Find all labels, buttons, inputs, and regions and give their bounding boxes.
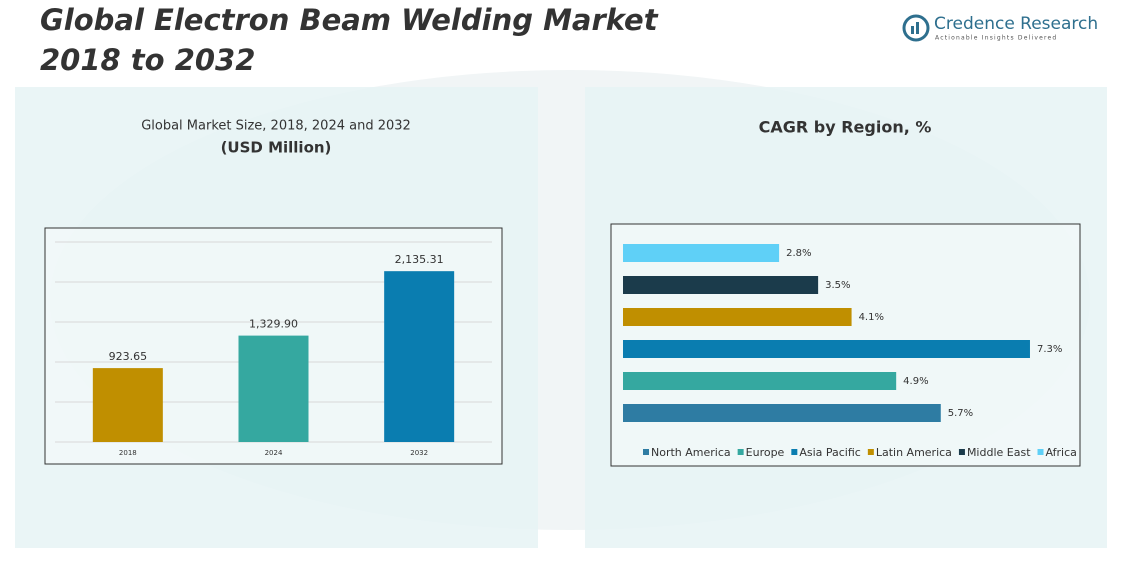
x-tick-label: 2032: [410, 449, 428, 457]
legend-label: Asia Pacific: [799, 446, 861, 459]
legend-swatch: [867, 449, 874, 455]
logo-icon: [902, 14, 930, 42]
title-line: 2018 to 2032: [40, 43, 255, 77]
legend-swatch: [958, 449, 965, 455]
brand-name: Credence Research: [934, 14, 1098, 34]
legend-label: Europe: [746, 446, 785, 459]
logo-icon: [911, 26, 914, 34]
chart-subtitle: (USD Million): [221, 139, 332, 157]
value-label: 3.5%: [825, 280, 850, 291]
chart-title: CAGR by Region, %: [759, 118, 932, 137]
title-line: Global Electron Beam Welding Market: [40, 3, 659, 37]
chart-title: Global Market Size, 2018, 2024 and 2032: [141, 119, 411, 134]
x-tick-label: 2018: [119, 449, 137, 457]
legend-swatch: [791, 449, 798, 455]
logo: Credence Research Actionable Insights De…: [902, 14, 1098, 42]
value-label: 1,329.90: [249, 318, 298, 331]
legend-label: Africa: [1046, 446, 1077, 459]
legend-swatch: [1037, 449, 1044, 455]
logo-icon: [916, 22, 919, 34]
bar: [623, 340, 1030, 358]
bar: [623, 308, 852, 326]
legend-label: Latin America: [876, 446, 952, 459]
x-tick-label: 2024: [265, 449, 283, 457]
legend-label: Middle East: [967, 446, 1031, 459]
bar: [92, 368, 163, 442]
legend-swatch: [643, 449, 649, 455]
bar: [623, 372, 897, 390]
bar: [623, 244, 780, 262]
brand-tagline: Actionable Insights Delivered: [935, 35, 1057, 42]
value-label: 5.7%: [948, 408, 973, 419]
value-label: 2,135.31: [395, 253, 444, 266]
value-label: 923.65: [109, 350, 148, 363]
bar: [623, 404, 941, 422]
value-label: 4.9%: [903, 376, 928, 387]
value-label: 2.8%: [786, 248, 811, 259]
value-label: 4.1%: [859, 312, 884, 323]
bar: [623, 276, 819, 294]
bar: [238, 335, 309, 442]
legend-swatch: [737, 449, 744, 455]
bar: [384, 271, 455, 442]
legend-label: North America: [651, 446, 731, 459]
value-label: 7.3%: [1037, 344, 1062, 355]
